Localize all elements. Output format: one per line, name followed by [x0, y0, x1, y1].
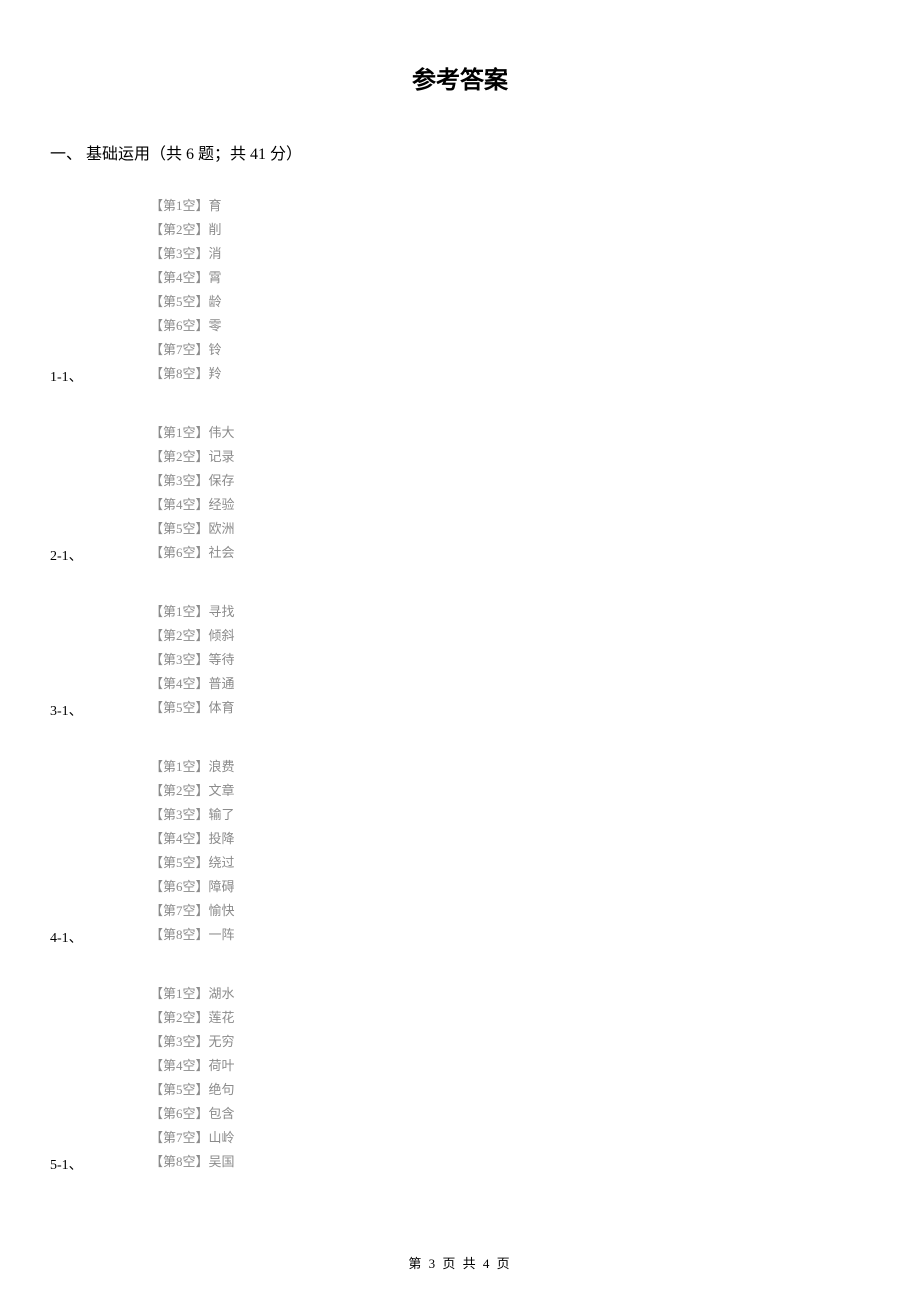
- answer-row: 【第5空】龄: [150, 290, 870, 314]
- answer-row: 【第2空】倾斜: [150, 624, 870, 648]
- answer-row: 【第6空】社会: [150, 541, 870, 565]
- answer-row: 【第1空】湖水: [150, 982, 870, 1006]
- answer-row: 【第1空】育: [150, 194, 870, 218]
- question-block: 【第1空】寻找【第2空】倾斜【第3空】等待【第4空】普通【第5空】体育 3-1、: [50, 600, 870, 720]
- answer-row: 【第3空】等待: [150, 648, 870, 672]
- questions-container: 【第1空】育【第2空】削【第3空】消【第4空】霄【第5空】龄【第6空】零【第7空…: [50, 194, 870, 1174]
- question-number: 1-1、: [50, 366, 83, 386]
- page-title: 参考答案: [50, 60, 870, 95]
- answer-row: 【第7空】山岭: [150, 1126, 870, 1150]
- answer-list: 【第1空】伟大【第2空】记录【第3空】保存【第4空】经验【第5空】欧洲【第6空】…: [150, 421, 870, 565]
- question-number: 2-1、: [50, 545, 83, 565]
- answer-row: 【第1空】浪费: [150, 755, 870, 779]
- question-number: 5-1、: [50, 1154, 83, 1174]
- answer-row: 【第5空】绝句: [150, 1078, 870, 1102]
- answer-list: 【第1空】湖水【第2空】莲花【第3空】无穷【第4空】荷叶【第5空】绝句【第6空】…: [150, 982, 870, 1174]
- question-number: 4-1、: [50, 927, 83, 947]
- answer-row: 【第5空】欧洲: [150, 517, 870, 541]
- answer-row: 【第4空】霄: [150, 266, 870, 290]
- answer-row: 【第6空】包含: [150, 1102, 870, 1126]
- answer-row: 【第4空】经验: [150, 493, 870, 517]
- answer-row: 【第4空】普通: [150, 672, 870, 696]
- question-block: 【第1空】浪费【第2空】文章【第3空】输了【第4空】投降【第5空】绕过【第6空】…: [50, 755, 870, 947]
- answer-row: 【第2空】记录: [150, 445, 870, 469]
- answer-list: 【第1空】浪费【第2空】文章【第3空】输了【第4空】投降【第5空】绕过【第6空】…: [150, 755, 870, 947]
- question-block: 【第1空】伟大【第2空】记录【第3空】保存【第4空】经验【第5空】欧洲【第6空】…: [50, 421, 870, 565]
- answer-row: 【第1空】寻找: [150, 600, 870, 624]
- answer-row: 【第8空】羚: [150, 362, 870, 386]
- answer-row: 【第6空】零: [150, 314, 870, 338]
- question-block: 【第1空】育【第2空】削【第3空】消【第4空】霄【第5空】龄【第6空】零【第7空…: [50, 194, 870, 386]
- section-heading: 一、 基础运用（共 6 题；共 41 分）: [50, 140, 870, 164]
- answer-row: 【第2空】莲花: [150, 1006, 870, 1030]
- answer-list: 【第1空】寻找【第2空】倾斜【第3空】等待【第4空】普通【第5空】体育: [150, 600, 870, 720]
- answer-row: 【第3空】保存: [150, 469, 870, 493]
- answer-row: 【第2空】削: [150, 218, 870, 242]
- page-footer: 第 3 页 共 4 页: [0, 1253, 920, 1272]
- answer-row: 【第5空】体育: [150, 696, 870, 720]
- answer-row: 【第2空】文章: [150, 779, 870, 803]
- answer-row: 【第8空】吴国: [150, 1150, 870, 1174]
- answer-row: 【第7空】愉快: [150, 899, 870, 923]
- answer-row: 【第3空】输了: [150, 803, 870, 827]
- question-block: 【第1空】湖水【第2空】莲花【第3空】无穷【第4空】荷叶【第5空】绝句【第6空】…: [50, 982, 870, 1174]
- answer-row: 【第4空】投降: [150, 827, 870, 851]
- answer-row: 【第1空】伟大: [150, 421, 870, 445]
- answer-row: 【第3空】无穷: [150, 1030, 870, 1054]
- answer-row: 【第5空】绕过: [150, 851, 870, 875]
- question-number: 3-1、: [50, 700, 83, 720]
- answer-row: 【第4空】荷叶: [150, 1054, 870, 1078]
- answer-row: 【第8空】一阵: [150, 923, 870, 947]
- answer-list: 【第1空】育【第2空】削【第3空】消【第4空】霄【第5空】龄【第6空】零【第7空…: [150, 194, 870, 386]
- answer-row: 【第3空】消: [150, 242, 870, 266]
- answer-row: 【第7空】铃: [150, 338, 870, 362]
- answer-row: 【第6空】障碍: [150, 875, 870, 899]
